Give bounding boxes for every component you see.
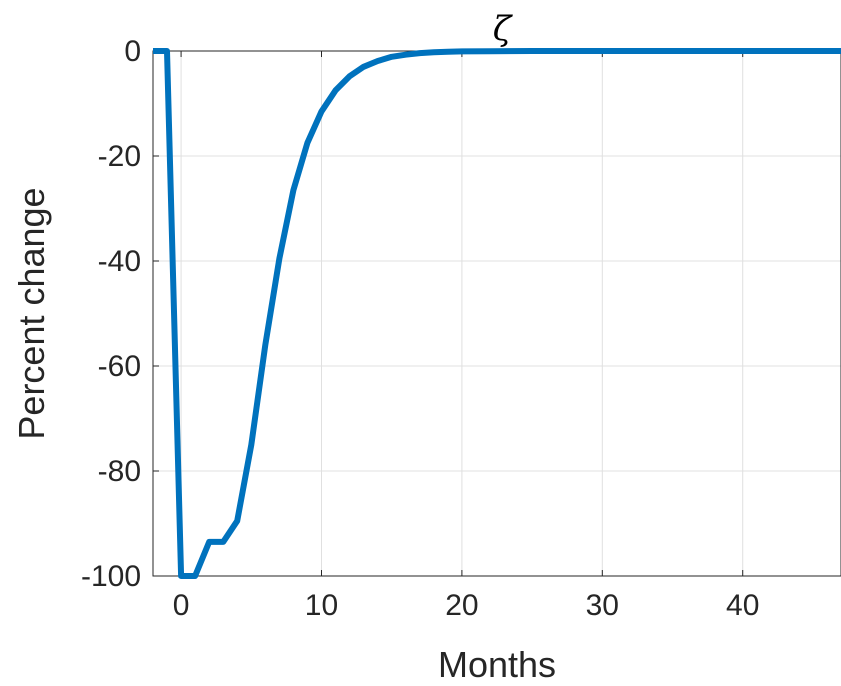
plot-area-frame xyxy=(152,50,841,577)
y-tick-label: -40 xyxy=(98,245,141,278)
y-tick-label: 0 xyxy=(124,35,141,68)
x-axis-label: Months xyxy=(438,644,556,685)
x-tick-label: 40 xyxy=(726,589,759,622)
y-tick-label: -100 xyxy=(81,560,141,593)
grid xyxy=(153,50,841,577)
chart-title: ζ xyxy=(493,9,514,49)
tick-labels: 0 10 20 30 40 0 -20 -40 -60 -80 -100 xyxy=(81,35,759,622)
x-tick-label: 10 xyxy=(305,589,338,622)
y-tick-label: -80 xyxy=(98,455,141,488)
y-tick-label: -20 xyxy=(98,140,141,173)
x-tick-label: 0 xyxy=(173,589,190,622)
y-tick-label: -60 xyxy=(98,350,141,383)
series-group xyxy=(153,48,841,579)
x-tick-label: 20 xyxy=(445,589,478,622)
x-tick-label: 30 xyxy=(586,589,619,622)
y-axis-label: Percent change xyxy=(11,187,52,439)
series-line xyxy=(153,48,841,579)
